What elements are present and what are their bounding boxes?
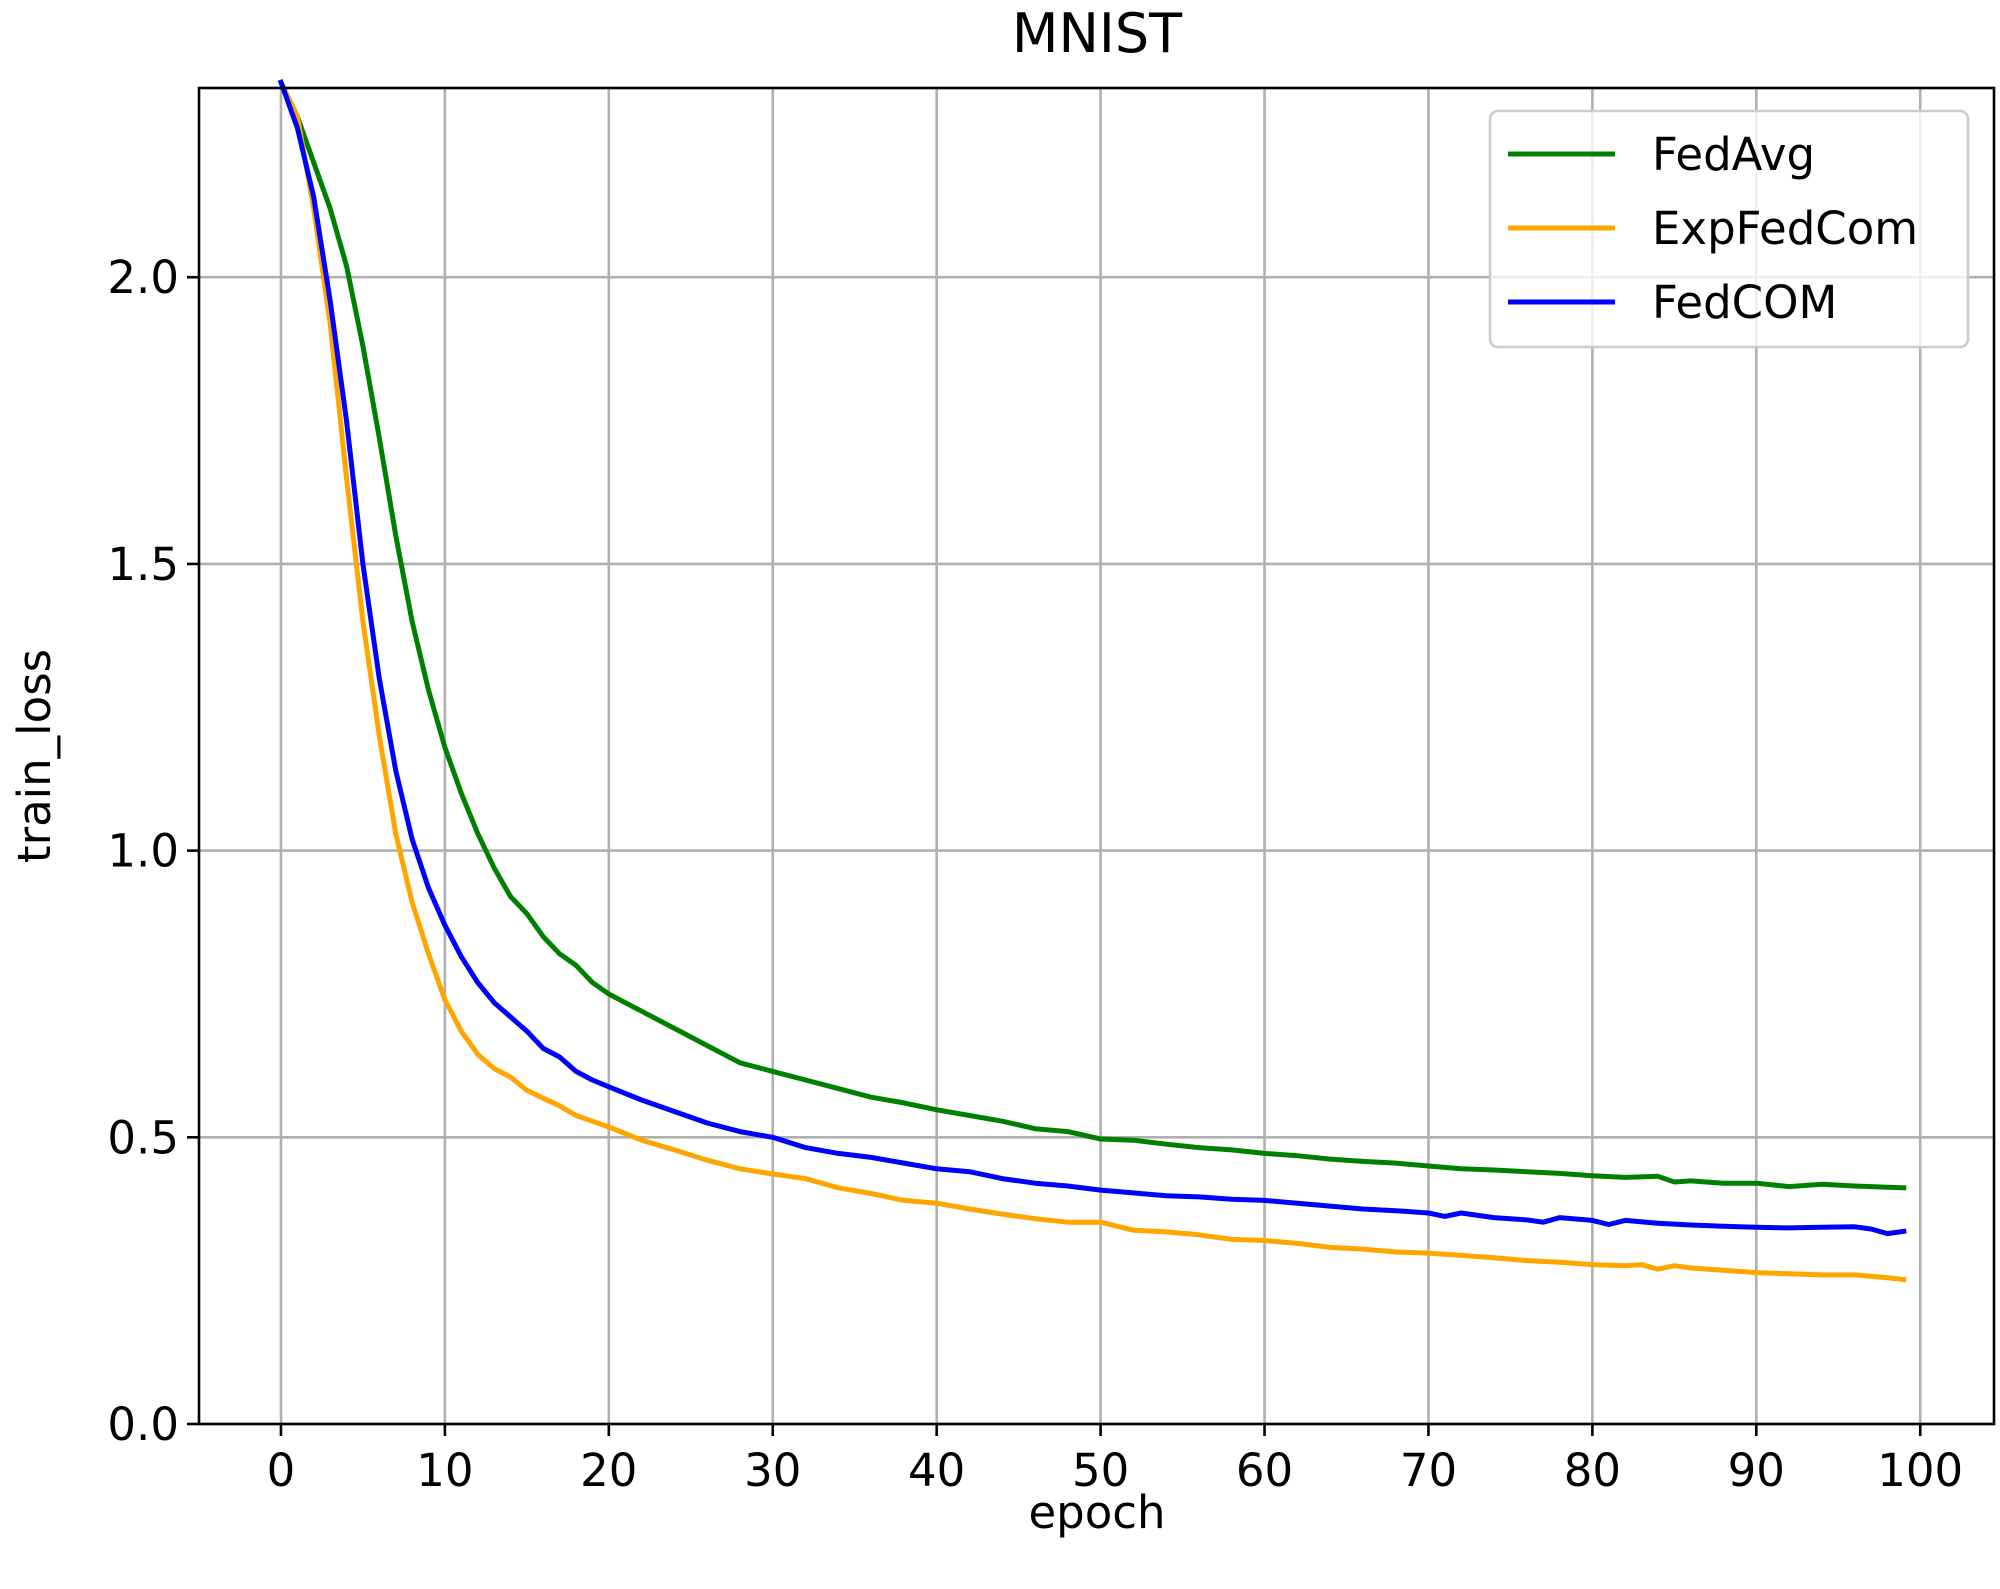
x-tick: 80 [1564, 1424, 1621, 1497]
x-tick-label: 60 [1236, 1444, 1293, 1497]
x-tick-label: 50 [1072, 1444, 1129, 1497]
x-tick: 40 [908, 1424, 965, 1497]
x-tick-label: 80 [1564, 1444, 1621, 1497]
x-tick-label: 30 [744, 1444, 801, 1497]
x-tick-label: 10 [416, 1444, 473, 1497]
x-tick-label: 100 [1877, 1444, 1963, 1497]
legend: FedAvg ExpFedCom FedCOM [1488, 109, 1970, 349]
y-axis-label: train_loss [8, 649, 61, 863]
x-axis: 0 10 20 30 40 50 60 70 80 90 100 [267, 1424, 1963, 1497]
y-axis: 0.0 0.5 1.0 1.5 2.0 [107, 251, 199, 1451]
x-tick: 20 [580, 1424, 637, 1497]
x-tick-label: 70 [1400, 1444, 1457, 1497]
y-tick-label: 0.5 [107, 1111, 179, 1164]
x-tick: 60 [1236, 1424, 1293, 1497]
legend-label: FedAvg [1652, 128, 1815, 181]
x-tick: 30 [744, 1424, 801, 1497]
x-tick-label: 20 [580, 1444, 637, 1497]
x-tick-label: 40 [908, 1444, 965, 1497]
x-tick: 0 [267, 1424, 296, 1497]
x-tick: 50 [1072, 1424, 1129, 1497]
legend-box [1488, 109, 1970, 349]
y-tick-label: 1.0 [107, 825, 179, 878]
x-tick: 70 [1400, 1424, 1457, 1497]
legend-item-fedcom: FedCOM [1508, 276, 1837, 329]
series-line-fedcom [277, 79, 1907, 1237]
y-tick: 1.0 [107, 825, 199, 878]
legend-item-fedavg: FedAvg [1508, 128, 1815, 181]
axes-frame [197, 86, 1996, 1426]
series-line-fedavg [277, 78, 1907, 1191]
y-tick: 1.5 [107, 538, 199, 591]
x-tick: 10 [416, 1424, 474, 1497]
x-axis-label: epoch [1028, 1486, 1165, 1539]
series-line-expfedcom [277, 78, 1907, 1283]
x-tick-label: 0 [267, 1444, 296, 1497]
x-tick-label: 90 [1728, 1444, 1785, 1497]
y-tick: 0.5 [107, 1111, 199, 1164]
x-tick: 100 [1877, 1424, 1963, 1497]
legend-label: ExpFedCom [1652, 202, 1918, 255]
y-tick: 2.0 [107, 251, 199, 304]
legend-label: FedCOM [1652, 276, 1837, 329]
y-tick-label: 1.5 [107, 538, 179, 591]
chart-title: MNIST [1012, 2, 1183, 65]
y-tick-label: 0.0 [107, 1398, 179, 1451]
series-layer [277, 78, 1907, 1283]
legend-item-expfedcom: ExpFedCom [1508, 202, 1918, 255]
x-tick: 90 [1728, 1424, 1785, 1497]
y-tick-label: 2.0 [107, 251, 179, 304]
y-tick: 0.0 [107, 1398, 199, 1451]
